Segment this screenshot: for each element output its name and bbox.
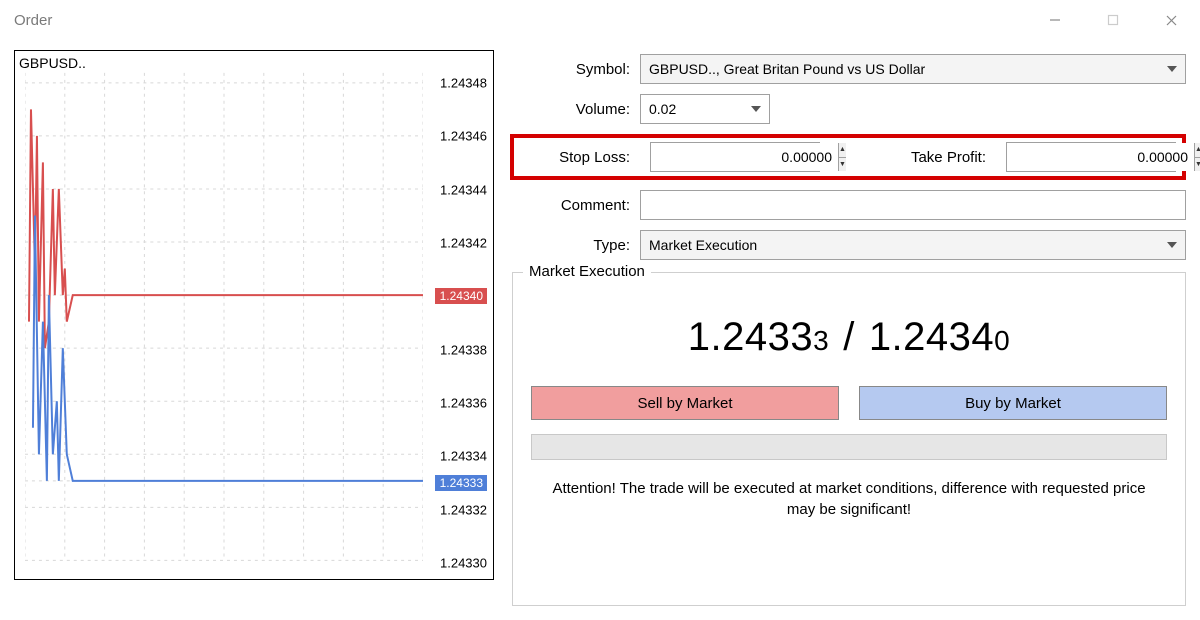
bid-minor: 3 (813, 325, 829, 356)
group-title: Market Execution (523, 263, 651, 280)
volume-dropdown[interactable]: 0.02 (640, 94, 770, 124)
close-icon (1165, 14, 1178, 27)
take-profit-input[interactable] (1007, 143, 1194, 171)
spinner-down[interactable]: ▼ (1195, 158, 1200, 172)
spinner-buttons: ▲ ▼ (1194, 143, 1200, 171)
minimize-icon (1049, 14, 1061, 26)
comment-label: Comment: (512, 197, 640, 214)
chevron-down-icon (1167, 66, 1177, 72)
window-title: Order (14, 12, 52, 29)
take-profit-label: Take Profit: (876, 149, 996, 166)
titlebar: Order (0, 0, 1200, 40)
comment-row: Comment: (512, 190, 1186, 220)
spinner-buttons: ▲ ▼ (838, 143, 846, 171)
minimize-button[interactable] (1026, 0, 1084, 40)
chevron-down-icon (751, 106, 761, 112)
maximize-button (1084, 0, 1142, 40)
volume-label: Volume: (512, 101, 640, 118)
y-axis: 1.243301.243321.243341.243361.243381.243… (427, 51, 487, 569)
comment-input[interactable] (640, 190, 1186, 220)
type-row: Type: Market Execution (512, 230, 1186, 260)
form-pane: Symbol: GBPUSD.., Great Britan Pound vs … (512, 50, 1186, 606)
sl-tp-row: Stop Loss: ▲ ▼ Take Profit: ▲ ▼ (510, 134, 1186, 180)
maximize-icon (1107, 14, 1119, 26)
ask-minor: 0 (994, 325, 1010, 356)
sell-button[interactable]: Sell by Market (531, 386, 839, 420)
execution-note: Attention! The trade will be executed at… (539, 478, 1159, 520)
type-dropdown[interactable]: Market Execution (640, 230, 1186, 260)
take-profit-spinner[interactable]: ▲ ▼ (1006, 142, 1176, 172)
symbol-dropdown[interactable]: GBPUSD.., Great Britan Pound vs US Dolla… (640, 54, 1186, 84)
symbol-value: GBPUSD.., Great Britan Pound vs US Dolla… (649, 61, 925, 77)
ask-major: 1.2434 (869, 315, 994, 359)
quote-separator: / (843, 315, 855, 360)
status-bar (531, 434, 1167, 460)
stop-loss-label: Stop Loss: (514, 149, 640, 166)
chart-frame: GBPUSD.. 1.243301.243321.243341.243361.2… (14, 50, 494, 580)
spinner-down[interactable]: ▼ (839, 158, 846, 172)
price-chart (25, 51, 423, 568)
volume-value: 0.02 (649, 101, 676, 117)
symbol-label: Symbol: (512, 61, 640, 78)
stop-loss-input[interactable] (651, 143, 838, 171)
trade-buttons: Sell by Market Buy by Market (531, 386, 1167, 420)
bid-major: 1.2433 (688, 315, 813, 359)
type-value: Market Execution (649, 237, 757, 253)
quote-display: 1.24333 / 1.24340 (688, 315, 1010, 360)
chevron-down-icon (1167, 242, 1177, 248)
chart-pane: GBPUSD.. 1.243301.243321.243341.243361.2… (14, 50, 494, 606)
stop-loss-spinner[interactable]: ▲ ▼ (650, 142, 820, 172)
spinner-up[interactable]: ▲ (1195, 143, 1200, 158)
symbol-row: Symbol: GBPUSD.., Great Britan Pound vs … (512, 54, 1186, 84)
type-label: Type: (512, 237, 640, 254)
market-execution-group: Market Execution 1.24333 / 1.24340 Sell … (512, 272, 1186, 606)
volume-row: Volume: 0.02 (512, 94, 1186, 124)
close-button[interactable] (1142, 0, 1200, 40)
spinner-up[interactable]: ▲ (839, 143, 846, 158)
window-controls (1026, 0, 1200, 40)
buy-button[interactable]: Buy by Market (859, 386, 1167, 420)
